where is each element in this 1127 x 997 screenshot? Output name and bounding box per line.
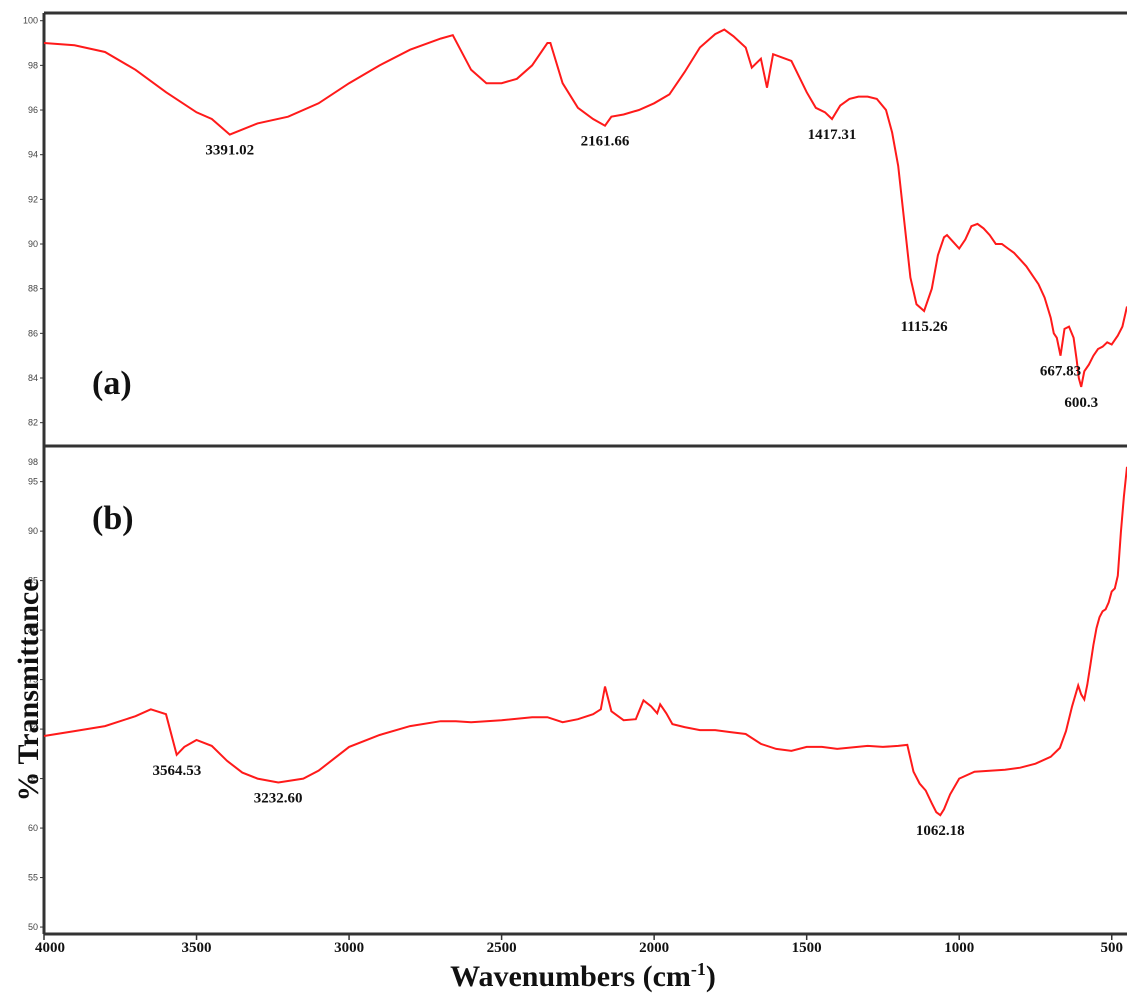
panel-b-y-tick-label: 70: [28, 724, 38, 734]
panel-b-y-tick-label: 60: [28, 823, 38, 833]
x-tick-label: 3500: [182, 940, 212, 956]
panel-b-y-tick-label: 75: [28, 675, 38, 685]
panel-a-y-ticks: 82 84 86 88 90 92 94 96 98 100: [23, 16, 44, 428]
panel-a-spectrum-line: [43, 28, 1127, 388]
panel-a-label: (a): [92, 365, 132, 402]
panel-a: 82 84 86 88 90 92 94 96 98 100 3391.02 2161.66 1417…: [23, 11, 1127, 446]
panel-b-y-tick-extra: 98: [28, 457, 38, 467]
peak-label: 1062.18: [916, 823, 965, 839]
panel-a-y-tick-label: 98: [28, 60, 38, 70]
panel-a-y-tick-label: 86: [28, 328, 38, 338]
x-tick-label: 500: [1100, 940, 1123, 956]
peak-label: 3391.02: [205, 143, 254, 159]
panel-a-y-tick-label: 90: [28, 239, 38, 249]
x-axis-title-main: Wavenumbers (cm: [450, 960, 691, 993]
peak-label: 2161.66: [581, 134, 630, 150]
panel-a-peak-labels: 3391.02 2161.66 1417.31 1115.26 667.83 600.3: [205, 127, 1098, 411]
panel-b-peak-labels: 3564.53 3232.60 1062.18: [152, 763, 964, 839]
x-tick-label: 1500: [792, 940, 822, 956]
panel-a-y-tick-label: 82: [28, 418, 38, 428]
panel-a-y-tick-label: 84: [28, 373, 38, 383]
x-tick-label: 1000: [944, 940, 974, 956]
panel-b-y-tick-label: 80: [28, 625, 38, 635]
x-tick-label: 2500: [487, 940, 517, 956]
panel-b-y-tick-label: 90: [28, 526, 38, 536]
x-axis-ticks: 4000 3500 3000 2500 2000 1500 1000 500: [35, 934, 1123, 956]
peak-label: 3564.53: [152, 763, 201, 779]
x-tick-label: 4000: [35, 940, 65, 956]
panel-b: 50 55 60 65 70 75 80 85 90 95 98 3564.53 3232.60 10…: [28, 446, 1127, 936]
panel-a-y-tick-label: 88: [28, 284, 38, 294]
panel-a-y-tick-label: 100: [23, 16, 38, 26]
x-axis-title-superscript: -1: [691, 959, 706, 979]
y-axis-title: % Transmittance: [12, 578, 45, 801]
panel-a-y-tick-label: 94: [28, 150, 38, 160]
x-axis-title-end: ): [706, 960, 716, 993]
peak-label: 667.83: [1040, 364, 1081, 380]
x-tick-label: 2000: [639, 940, 669, 956]
peak-label: 3232.60: [254, 791, 303, 807]
panel-b-y-tick-label: 65: [28, 774, 38, 784]
x-tick-label: 3000: [334, 940, 364, 956]
panel-b-label: (b): [92, 500, 134, 537]
peak-label: 1115.26: [901, 319, 949, 335]
panel-b-y-tick-label: 50: [28, 922, 38, 932]
panel-a-y-tick-label: 92: [28, 194, 38, 204]
x-axis-title: Wavenumbers (cm-1): [450, 959, 716, 993]
peak-label: 1417.31: [808, 127, 857, 143]
panel-b-y-tick-label: 55: [28, 873, 38, 883]
panel-a-y-tick-label: 96: [28, 105, 38, 115]
panel-b-y-tick-label: 95: [28, 477, 38, 487]
panel-b-y-ticks: 50 55 60 65 70 75 80 85 90 95: [28, 477, 44, 932]
panel-b-spectrum-line: [43, 466, 1127, 817]
peak-label: 600.3: [1064, 395, 1098, 411]
panel-b-y-tick-label: 85: [28, 576, 38, 586]
